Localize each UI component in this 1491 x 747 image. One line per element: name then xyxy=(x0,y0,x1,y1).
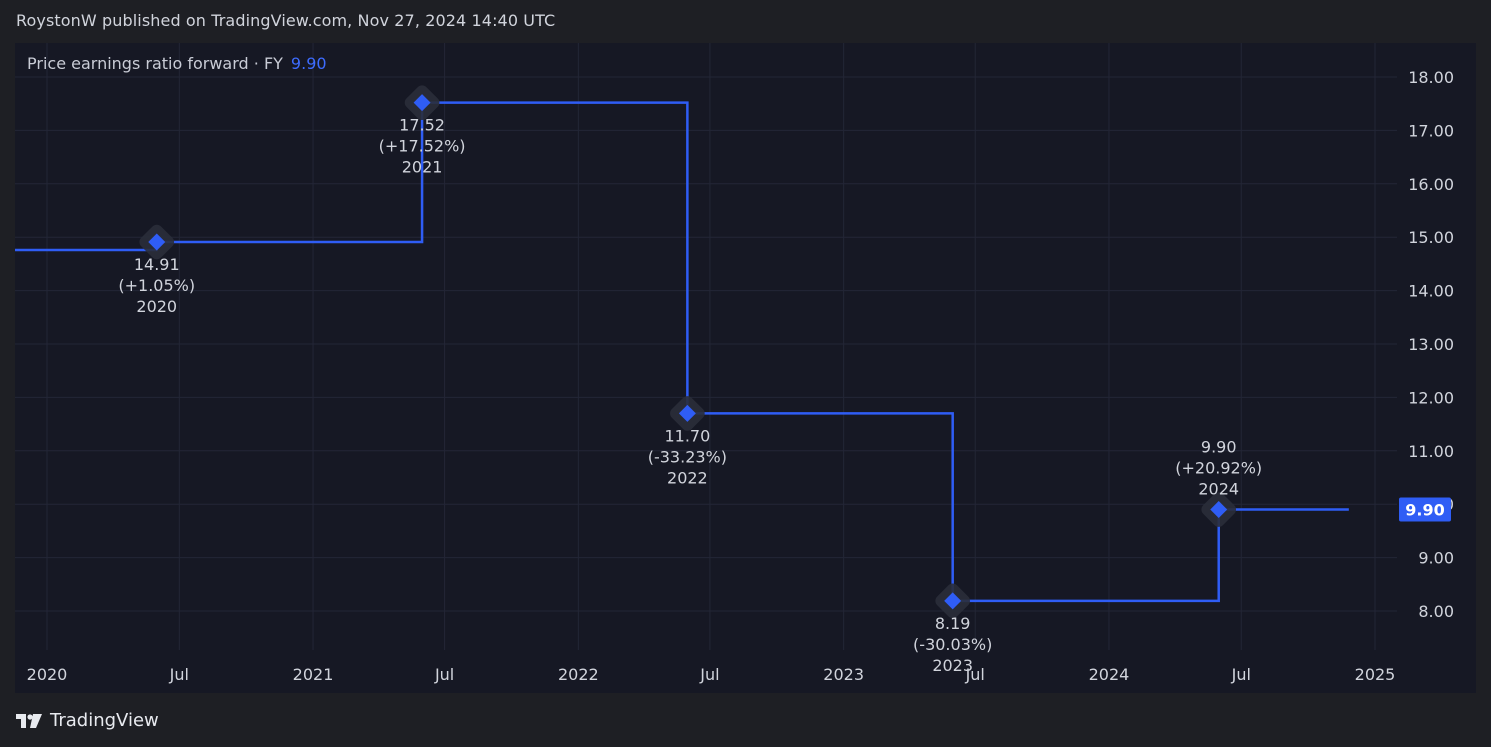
point-year-label: 2024 xyxy=(1198,480,1239,499)
y-tick-label: 17.00 xyxy=(1408,121,1454,140)
point-year-label: 2023 xyxy=(932,656,973,675)
x-tick-label: Jul xyxy=(1231,665,1251,684)
legend-value: 9.90 xyxy=(290,54,327,73)
x-tick-label: 2025 xyxy=(1355,665,1396,684)
point-value-label: 11.70 xyxy=(664,426,710,445)
data-point-2020: 14.91 (+1.05%) 2020 xyxy=(118,224,195,316)
x-tick-label: 2021 xyxy=(293,665,334,684)
legend-label: Price earnings ratio forward · FY xyxy=(27,54,283,73)
x-tick-label: Jul xyxy=(434,665,454,684)
y-tick-label: 11.00 xyxy=(1408,442,1454,461)
grid xyxy=(15,43,1397,650)
data-point-2023: 8.19 (-30.03%) 2023 xyxy=(913,583,992,675)
x-tick-label: 2022 xyxy=(558,665,599,684)
y-tick-label: 18.00 xyxy=(1408,68,1454,87)
point-change-label: (-30.03%) xyxy=(913,635,992,654)
point-year-label: 2022 xyxy=(667,468,708,487)
y-tick-label: 13.00 xyxy=(1408,335,1454,354)
x-tick-label: Jul xyxy=(965,665,985,684)
chart-area[interactable] xyxy=(15,43,1476,693)
point-change-label: (-33.23%) xyxy=(648,447,727,466)
marker-diamond xyxy=(413,94,431,112)
tradingview-logo-icon xyxy=(16,713,42,728)
data-point-2021: 17.52 (+17.52%) 2021 xyxy=(379,85,466,177)
data-point-2024: 9.90 (+20.92%) 2024 xyxy=(1175,438,1262,527)
x-tick-label: Jul xyxy=(699,665,719,684)
marker-diamond xyxy=(678,404,696,422)
point-value-label: 14.91 xyxy=(134,255,180,274)
publish-caption: RoystonW published on TradingView.com, N… xyxy=(16,11,556,30)
data-points: 14.91 (+1.05%) 2020 17.52 (+17.52%) 2021 11.70… xyxy=(118,85,1262,675)
point-value-label: 9.90 xyxy=(1201,438,1237,457)
series-line xyxy=(15,101,1349,603)
marker-diamond xyxy=(944,592,962,610)
point-value-label: 8.19 xyxy=(935,614,971,633)
point-year-label: 2021 xyxy=(402,158,443,177)
x-tick-label: 2024 xyxy=(1089,665,1130,684)
point-change-label: (+17.52%) xyxy=(379,137,466,156)
x-tick-label: Jul xyxy=(169,665,189,684)
y-tick-label: 15.00 xyxy=(1408,228,1454,247)
x-axis: 2020 Jul 2021 Jul 2022 Jul 2023 Jul 2024 Jul 2025 xyxy=(27,665,1396,684)
last-value-label: 9.90 xyxy=(1405,501,1444,520)
x-tick-label: 2020 xyxy=(27,665,68,684)
point-value-label: 17.52 xyxy=(399,116,445,135)
y-tick-label: 12.00 xyxy=(1408,388,1454,407)
series-step-path xyxy=(15,101,1349,603)
point-year-label: 2020 xyxy=(136,297,177,316)
y-tick-label: 14.00 xyxy=(1408,282,1454,301)
y-tick-label: 8.00 xyxy=(1418,602,1454,621)
legend[interactable]: Price earnings ratio forward · FY 9.90 xyxy=(27,54,327,73)
tradingview-brand: TradingView xyxy=(50,710,159,731)
last-value-badge xyxy=(1399,497,1451,522)
y-tick-label: 9.00 xyxy=(1418,549,1454,568)
data-point-2022: 11.70 (-33.23%) 2022 xyxy=(648,396,727,487)
y-axis: 8.009.0010.0011.0012.0013.0014.0015.0016… xyxy=(1399,68,1454,621)
x-tick-label: 2023 xyxy=(823,665,864,684)
marker-diamond xyxy=(148,233,166,251)
point-change-label: (+20.92%) xyxy=(1175,459,1262,478)
tradingview-logo[interactable]: TradingView xyxy=(16,710,159,731)
point-change-label: (+1.05%) xyxy=(118,276,195,295)
y-tick-label: 16.00 xyxy=(1408,175,1454,194)
